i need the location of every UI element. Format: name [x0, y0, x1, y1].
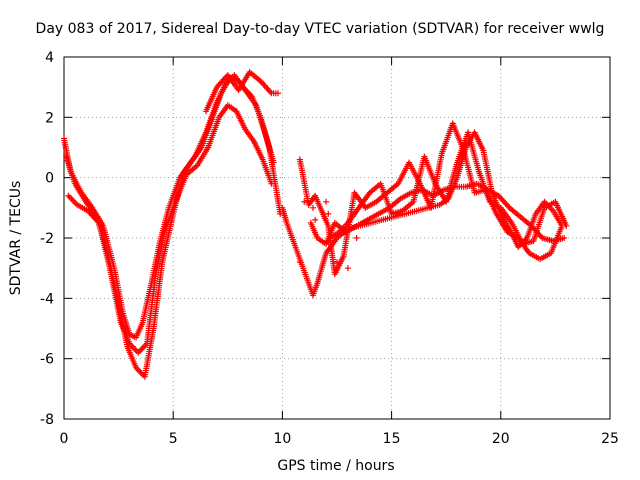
- y-tick-label: -8: [40, 412, 54, 428]
- y-tick-label: 4: [45, 50, 54, 66]
- series-scattered-point: [353, 235, 360, 241]
- series-scattered-point: [323, 198, 330, 205]
- y-tick-label: 2: [45, 110, 54, 126]
- series-scattered-point: [334, 259, 340, 266]
- data-points: [61, 69, 570, 380]
- series-scattered-point: [296, 156, 303, 163]
- x-tick-label: 20: [492, 431, 510, 447]
- series-scattered-point: [325, 210, 332, 217]
- series-scattered-point: [309, 204, 316, 211]
- series-track-4-point: [275, 90, 282, 97]
- x-tick-label: 25: [601, 431, 619, 447]
- y-tick-label: -4: [40, 291, 54, 307]
- y-tick-label: 0: [45, 171, 54, 187]
- chart-title: Day 083 of 2017, Sidereal Day-to-day VTE…: [36, 21, 605, 37]
- series-scattered-point: [301, 198, 308, 205]
- series-track-8-point: [558, 222, 565, 229]
- axis-ticks: 0 5 10 15 20 25 -8 -6 -4 -2 0 2 4: [40, 50, 619, 447]
- y-axis-label: SDTVAR / TECUs: [8, 181, 24, 296]
- series-track-6-point: [561, 235, 568, 241]
- x-tick-label: 15: [383, 431, 401, 447]
- y-tick-label: -2: [40, 231, 54, 247]
- series-scattered-point: [296, 259, 303, 266]
- x-tick-label: 5: [169, 431, 178, 447]
- x-tick-label: 10: [273, 431, 291, 447]
- x-axis-label: GPS time / hours: [277, 458, 394, 474]
- x-tick-label: 0: [60, 431, 69, 447]
- series-track-3-point: [268, 180, 275, 187]
- y-tick-label: -6: [40, 352, 54, 368]
- series-scattered-point: [344, 265, 351, 272]
- series-scattered-point: [312, 216, 319, 223]
